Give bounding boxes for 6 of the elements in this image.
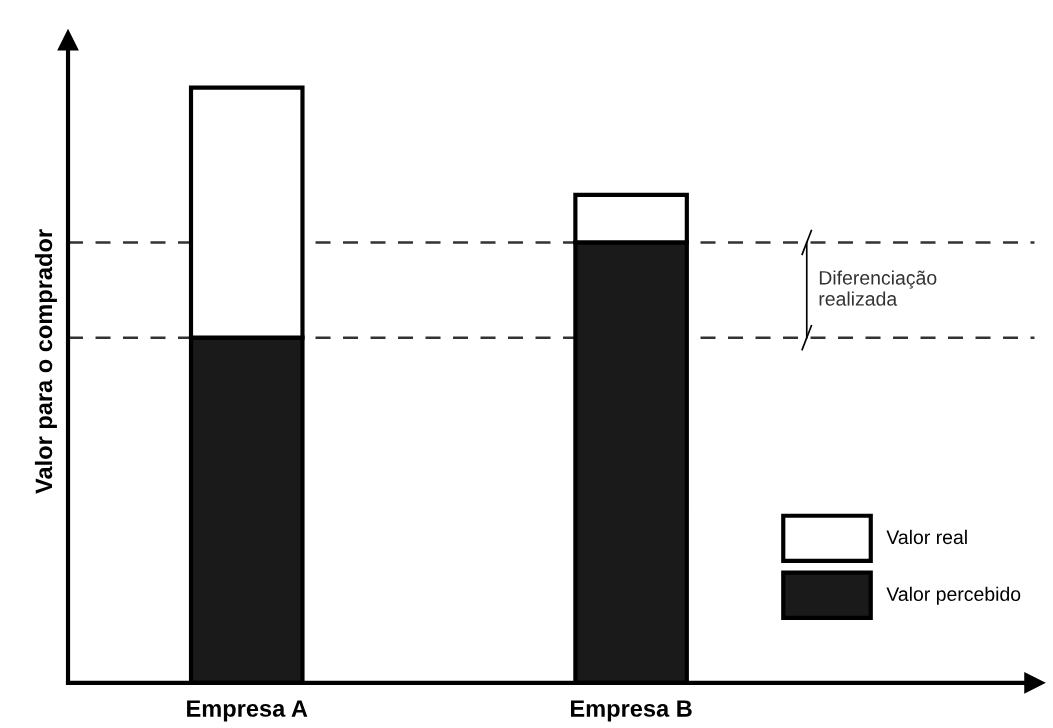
- y-axis-title: Valor para o comprador: [34, 229, 57, 494]
- x-tick-label: Empresa A: [187, 700, 308, 722]
- annotation: Diferenciação realizada: [819, 270, 937, 306]
- x-tick-label: Empresa B: [571, 700, 692, 722]
- legend-label: Valor percebido: [886, 586, 1021, 605]
- legend-label: Valor real: [886, 529, 967, 545]
